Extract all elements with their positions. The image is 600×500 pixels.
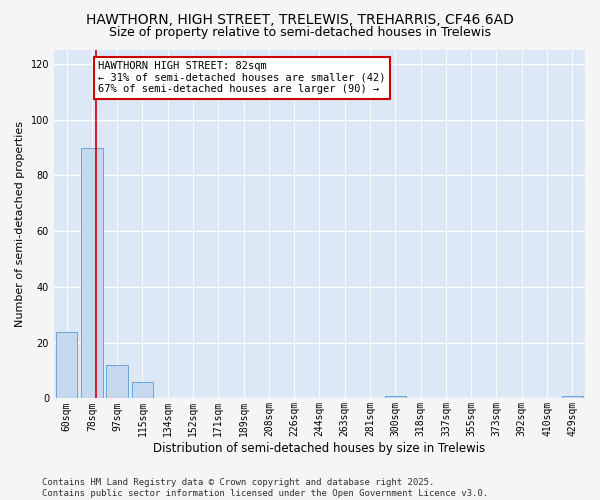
Y-axis label: Number of semi-detached properties: Number of semi-detached properties <box>15 121 25 327</box>
Bar <box>562 396 583 398</box>
Bar <box>56 332 77 398</box>
Text: HAWTHORN, HIGH STREET, TRELEWIS, TREHARRIS, CF46 6AD: HAWTHORN, HIGH STREET, TRELEWIS, TREHARR… <box>86 12 514 26</box>
Bar <box>81 148 103 398</box>
Bar <box>385 396 406 398</box>
Text: Size of property relative to semi-detached houses in Trelewis: Size of property relative to semi-detach… <box>109 26 491 39</box>
Text: HAWTHORN HIGH STREET: 82sqm
← 31% of semi-detached houses are smaller (42)
67% o: HAWTHORN HIGH STREET: 82sqm ← 31% of sem… <box>98 61 386 94</box>
Bar <box>106 365 128 398</box>
Bar <box>131 382 153 398</box>
X-axis label: Distribution of semi-detached houses by size in Trelewis: Distribution of semi-detached houses by … <box>154 442 485 455</box>
Text: Contains HM Land Registry data © Crown copyright and database right 2025.
Contai: Contains HM Land Registry data © Crown c… <box>42 478 488 498</box>
